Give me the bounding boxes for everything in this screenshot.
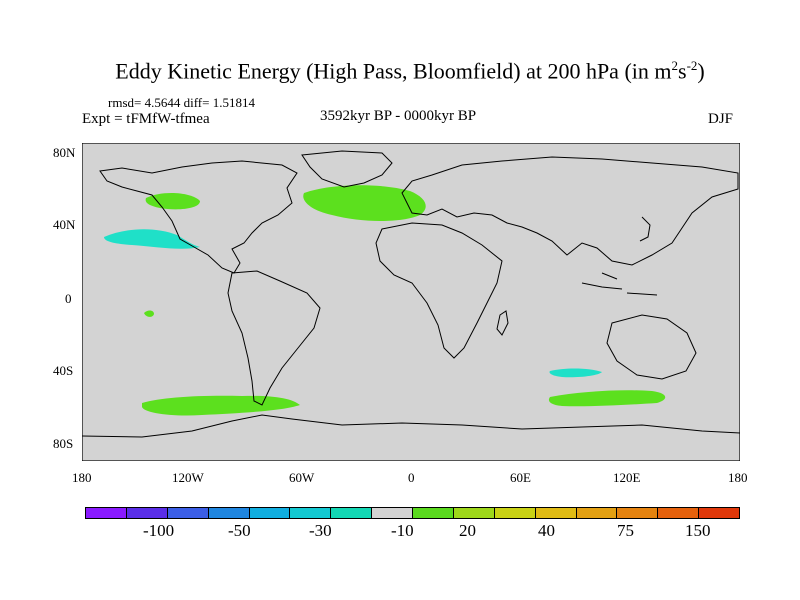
coast-indonesia <box>581 272 658 296</box>
colorbar-label-6: 40 <box>538 521 555 540</box>
lat-label-80n: 80N <box>53 145 76 160</box>
colorbar-swatch-6 <box>289 507 332 519</box>
colorbar-swatch-11 <box>493 507 536 519</box>
anomaly-patch-south-indian-cyan <box>549 368 602 378</box>
colorbar-swatch-2 <box>125 507 168 519</box>
lon-label-120w: 120W <box>172 470 204 485</box>
colorbar-swatch-10 <box>452 507 495 519</box>
coast-madagascar <box>496 310 509 336</box>
colorbar-swatch-8 <box>371 507 413 519</box>
colorbar-label-5: 20 <box>459 521 476 540</box>
colorbar-swatch-16 <box>698 507 740 519</box>
stats-line: rmsd= 4.5644 diff= 1.51814 <box>108 95 255 110</box>
colorbar-label-1: -100 <box>143 521 175 540</box>
lon-label-0: 0 <box>408 470 415 485</box>
coast-japan <box>639 216 651 242</box>
experiment-label: Expt = tFMfW-tfmea <box>82 111 210 127</box>
anomaly-patch-north-atlantic <box>303 185 426 221</box>
colorbar-label-8: 150 <box>685 521 711 540</box>
season-label: DJF <box>708 111 734 127</box>
lat-label-40n: 40N <box>53 217 76 232</box>
lat-label-80s: 80S <box>53 436 74 451</box>
coast-australia <box>606 314 697 380</box>
anomaly-patch-south-indian-green <box>548 390 666 407</box>
colorbar <box>85 507 740 519</box>
coast-north-america <box>99 160 298 274</box>
colorbar-label-7: 75 <box>617 521 634 540</box>
chart-title: Eddy Kinetic Energy (High Pass, Bloomfie… <box>115 58 705 84</box>
lat-label-0: 0 <box>65 291 72 306</box>
lon-label-60w: 60W <box>289 470 315 485</box>
coast-africa <box>375 222 503 359</box>
world-map <box>82 143 740 461</box>
colorbar-swatch-5 <box>248 507 291 519</box>
colorbar-swatch-15 <box>657 507 700 519</box>
anomaly-patch-north-pacific <box>145 192 200 210</box>
colorbar-swatch-7 <box>330 507 373 519</box>
colorbar-swatch-4 <box>207 507 250 519</box>
colorbar-label-3: -30 <box>309 521 332 540</box>
lon-label-180e: 180 <box>728 470 748 485</box>
anomaly-patch-eastern-pacific <box>104 229 200 249</box>
colorbar-swatch-9 <box>412 507 454 519</box>
colorbar-swatch-13 <box>575 507 618 519</box>
coast-greenland <box>301 150 393 188</box>
colorbar-label-4: -10 <box>391 521 414 540</box>
colorbar-swatch-12 <box>534 507 577 519</box>
lon-label-60e: 60E <box>510 470 531 485</box>
colorbar-label-2: -50 <box>228 521 251 540</box>
colorbar-swatch-14 <box>616 507 659 519</box>
coast-eurasia <box>401 156 739 266</box>
lon-label-180w: 180 <box>72 470 92 485</box>
lon-label-120e: 120E <box>613 470 641 485</box>
colorbar-swatch-1 <box>85 507 127 519</box>
coast-antarctica <box>82 414 740 438</box>
period-label: 3592kyr BP - 0000kyr BP <box>320 108 477 124</box>
colorbar-swatch-3 <box>166 507 209 519</box>
lat-label-40s: 40S <box>53 363 74 378</box>
coast-south-america <box>227 270 321 406</box>
anomaly-patch-southern-pacific <box>142 395 300 416</box>
anomaly-patch-tropical-pacific <box>144 310 154 317</box>
